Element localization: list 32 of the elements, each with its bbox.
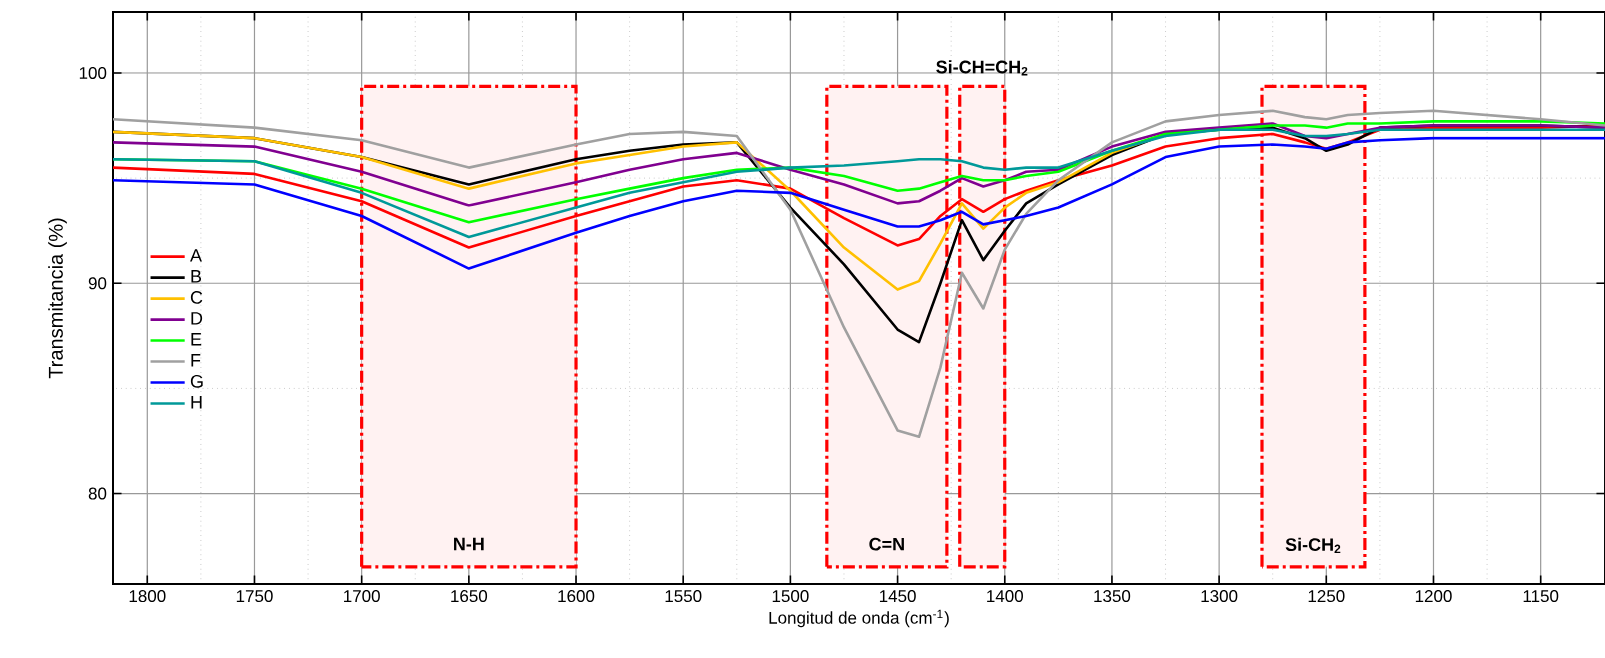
band-label: Si-CH$_{2}$ <box>1285 537 1341 553</box>
line-series <box>112 122 1605 207</box>
x-axis-title: Longitud de onda (cm$^{-1}$) <box>769 609 949 628</box>
x-tick-label: 1700 <box>344 590 380 603</box>
x-tick-label: 1400 <box>987 590 1023 603</box>
x-tick-label: 1450 <box>879 590 916 603</box>
legend-label: E <box>191 333 202 346</box>
x-tick-label: 1500 <box>772 590 809 603</box>
x-tick-label: 1550 <box>665 590 702 603</box>
y-tick-label: 90 <box>88 277 107 290</box>
band-label: C=N <box>869 537 904 551</box>
legend-label: B <box>191 270 202 283</box>
legend-label: H <box>191 396 202 409</box>
x-tick-label: 1350 <box>1094 590 1131 603</box>
x-tick-label: 1750 <box>236 590 273 603</box>
x-tick-label: 1250 <box>1308 590 1345 603</box>
legend-label: G <box>190 374 203 388</box>
x-tick-label: 1650 <box>451 590 488 603</box>
x-tick-label: 1300 <box>1201 590 1238 603</box>
y-tick-label: 100 <box>79 66 107 79</box>
x-tick-label: 1800 <box>129 590 166 603</box>
x-tick-label: 1600 <box>558 590 595 603</box>
legend-label: C <box>190 291 203 304</box>
band-label: N-H <box>454 537 484 551</box>
x-tick-label: 1200 <box>1415 590 1452 603</box>
y-axis-title: Transmitancia (%) <box>48 218 67 379</box>
x-tick-label: 1150 <box>1523 590 1559 603</box>
y-tick-label: 80 <box>88 487 107 500</box>
legend-label: F <box>191 354 201 367</box>
band-label: Si-CH=CH$_{2}$ <box>936 60 1028 76</box>
legend-label: A <box>190 249 202 262</box>
legend-label: D <box>191 312 203 325</box>
